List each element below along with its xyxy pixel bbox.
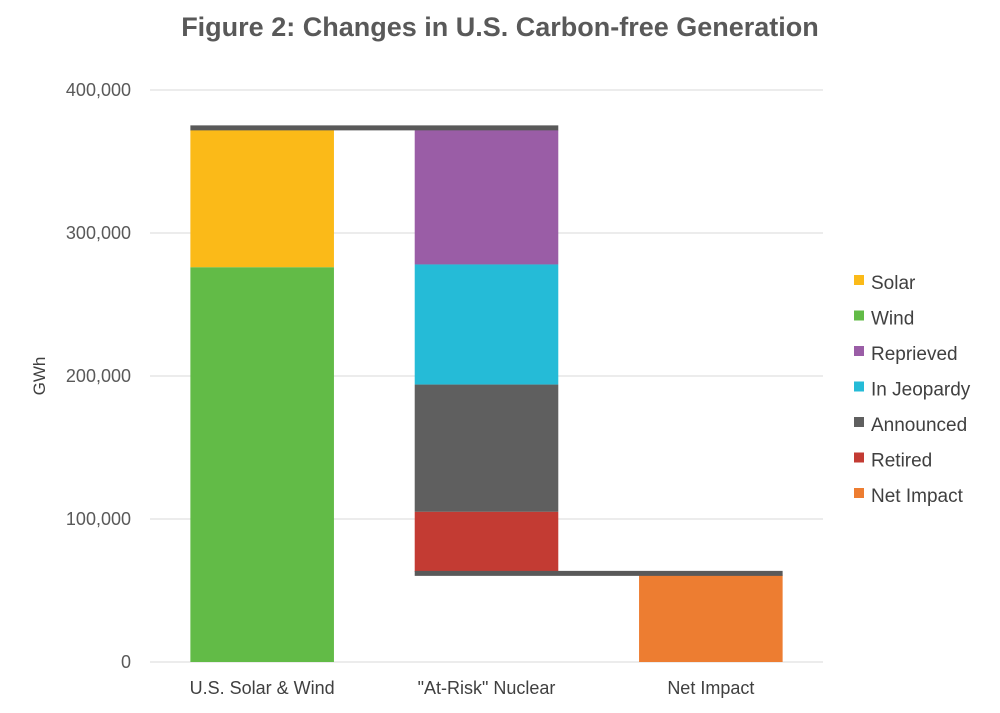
legend-label: In Jeopardy bbox=[871, 380, 971, 401]
legend-swatch bbox=[854, 275, 864, 285]
bar-announced bbox=[414, 384, 559, 512]
y-tick-label: 200,000 bbox=[66, 366, 131, 386]
x-category-label: Net Impact bbox=[667, 678, 754, 698]
bars bbox=[190, 130, 783, 662]
connector-lines bbox=[190, 125, 783, 576]
legend-label: Reprieved bbox=[871, 344, 958, 365]
legend-swatch bbox=[854, 488, 864, 498]
y-tick-label: 400,000 bbox=[66, 80, 131, 100]
legend-swatch bbox=[854, 346, 864, 356]
bar-solar bbox=[190, 130, 334, 268]
chart-title: Figure 2: Changes in U.S. Carbon-free Ge… bbox=[181, 12, 819, 42]
y-tick-label: 0 bbox=[121, 652, 131, 672]
legend-label: Solar bbox=[871, 273, 916, 294]
legend-swatch bbox=[854, 310, 864, 321]
bar-in-jeopardy bbox=[414, 264, 559, 385]
bar-wind bbox=[190, 267, 334, 662]
y-axis-ticks: 0 100,000 200,000 300,000 400,000 bbox=[66, 80, 131, 672]
x-axis-categories: U.S. Solar & Wind "At-Risk" Nuclear Net Im… bbox=[190, 678, 755, 698]
bar-retired bbox=[414, 511, 559, 572]
x-category-label: "At-Risk" Nuclear bbox=[418, 678, 556, 698]
legend-swatch bbox=[854, 417, 864, 427]
legend-label: Retired bbox=[871, 451, 932, 472]
legend-label: Announced bbox=[871, 415, 967, 436]
bar-reprieved bbox=[414, 130, 559, 265]
x-category-label: U.S. Solar & Wind bbox=[190, 678, 335, 698]
legend-label: Wind bbox=[871, 309, 914, 330]
legend-swatch bbox=[854, 452, 864, 463]
legend-swatch bbox=[854, 381, 864, 392]
y-tick-label: 300,000 bbox=[66, 223, 131, 243]
legend-label: Net Impact bbox=[871, 486, 964, 507]
y-tick-label: 100,000 bbox=[66, 509, 131, 529]
legend: Solar Wind Reprieved In Jeopardy Announced Re… bbox=[854, 273, 971, 507]
bar-net-impact bbox=[639, 574, 783, 662]
y-axis-label: GWh bbox=[30, 357, 49, 396]
